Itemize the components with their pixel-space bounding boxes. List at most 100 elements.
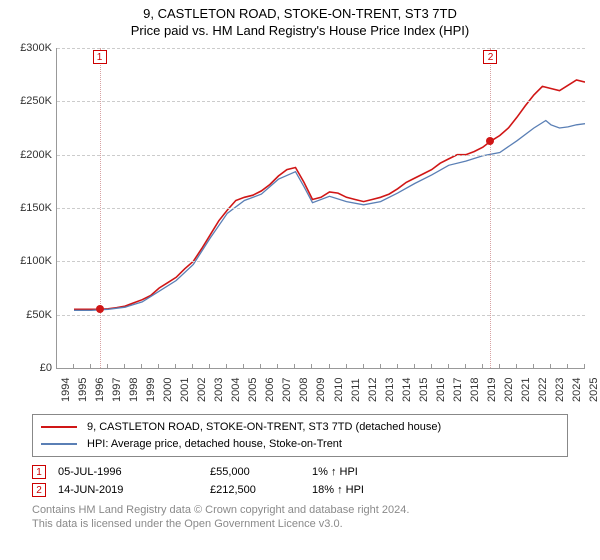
x-tick: [107, 364, 108, 368]
sale-price: £55,000: [210, 466, 300, 478]
x-tick: [311, 364, 312, 368]
figure-root: 9, CASTLETON ROAD, STOKE-ON-TRENT, ST3 7…: [0, 0, 600, 560]
x-tick: [243, 364, 244, 368]
x-axis-label: 2003: [213, 378, 225, 402]
x-axis-label: 2011: [350, 378, 362, 402]
title-address: 9, CASTLETON ROAD, STOKE-ON-TRENT, ST3 7…: [0, 6, 600, 23]
x-axis-label: 2012: [367, 378, 379, 402]
y-gridline: [57, 315, 585, 316]
sale-marker-box: 1: [32, 465, 46, 479]
x-axis-label: 2004: [230, 378, 242, 402]
legend-box: 9, CASTLETON ROAD, STOKE-ON-TRENT, ST3 7…: [32, 414, 568, 457]
y-gridline: [57, 261, 585, 262]
x-axis-label: 1994: [60, 378, 72, 402]
x-axis-label: 1997: [111, 378, 123, 402]
x-axis-label: 2002: [196, 378, 208, 402]
x-tick: [499, 364, 500, 368]
x-axis-label: 2015: [418, 378, 430, 402]
x-tick: [533, 364, 534, 368]
x-tick: [192, 364, 193, 368]
sale-marker-box: 1: [93, 50, 107, 64]
x-tick: [414, 364, 415, 368]
y-axis-label: £200K: [8, 149, 52, 161]
x-tick: [448, 364, 449, 368]
x-tick: [158, 364, 159, 368]
sale-date: 14-JUN-2019: [58, 484, 198, 496]
x-tick: [465, 364, 466, 368]
legend-row-price-paid: 9, CASTLETON ROAD, STOKE-ON-TRENT, ST3 7…: [41, 419, 559, 436]
sale-marker-dot: [96, 305, 104, 313]
x-axis-label: 2019: [486, 378, 498, 402]
x-axis-label: 2014: [401, 378, 413, 402]
x-axis-label: 2024: [571, 378, 583, 402]
x-tick: [294, 364, 295, 368]
y-axis-label: £100K: [8, 255, 52, 267]
sale-pct: 18% ↑ HPI: [312, 484, 432, 496]
series-price_paid: [74, 80, 585, 309]
sale-vline: [490, 48, 491, 368]
x-tick: [209, 364, 210, 368]
sale-marker-box: 2: [32, 483, 46, 497]
x-tick: [73, 364, 74, 368]
legend-row-hpi: HPI: Average price, detached house, Stok…: [41, 436, 559, 453]
footer-note: Contains HM Land Registry data © Crown c…: [32, 503, 568, 532]
x-axis-label: 2001: [179, 378, 191, 402]
x-axis-label: 1998: [128, 378, 140, 402]
x-tick: [175, 364, 176, 368]
chart-area: 12 £0£50K£100K£150K£200K£250K£300K199419…: [8, 44, 592, 404]
x-axis-label: 2025: [588, 378, 600, 402]
x-tick: [482, 364, 483, 368]
x-tick: [584, 364, 585, 368]
x-tick: [567, 364, 568, 368]
x-tick: [124, 364, 125, 368]
x-tick: [329, 364, 330, 368]
x-axis-label: 2010: [333, 378, 345, 402]
legend-swatch-hpi: [41, 443, 77, 445]
sale-marker-box: 2: [483, 50, 497, 64]
sale-vline: [100, 48, 101, 368]
footer-line-2: This data is licensed under the Open Gov…: [32, 517, 568, 531]
x-tick: [260, 364, 261, 368]
x-axis-label: 2000: [162, 378, 174, 402]
x-axis-label: 1995: [77, 378, 89, 402]
title-subtitle: Price paid vs. HM Land Registry's House …: [0, 23, 600, 40]
table-row: 2 14-JUN-2019 £212,500 18% ↑ HPI: [32, 483, 568, 497]
x-tick: [277, 364, 278, 368]
y-axis-label: £50K: [8, 309, 52, 321]
x-axis-label: 2008: [298, 378, 310, 402]
x-tick: [90, 364, 91, 368]
x-axis-label: 1996: [94, 378, 106, 402]
x-axis-label: 2009: [315, 378, 327, 402]
x-axis-label: 2020: [503, 378, 515, 402]
y-axis-label: £300K: [8, 42, 52, 54]
y-axis-label: £0: [8, 362, 52, 374]
y-gridline: [57, 48, 585, 49]
x-axis-label: 2018: [469, 378, 481, 402]
y-gridline: [57, 208, 585, 209]
footer-line-1: Contains HM Land Registry data © Crown c…: [32, 503, 568, 517]
x-tick: [516, 364, 517, 368]
x-tick: [141, 364, 142, 368]
y-axis-label: £150K: [8, 202, 52, 214]
x-tick: [346, 364, 347, 368]
plot-area: 12: [56, 48, 585, 369]
sale-date: 05-JUL-1996: [58, 466, 198, 478]
x-axis-label: 2017: [452, 378, 464, 402]
x-tick: [56, 364, 57, 368]
y-gridline: [57, 155, 585, 156]
title-block: 9, CASTLETON ROAD, STOKE-ON-TRENT, ST3 7…: [0, 0, 600, 40]
table-row: 1 05-JUL-1996 £55,000 1% ↑ HPI: [32, 465, 568, 479]
legend-label-hpi: HPI: Average price, detached house, Stok…: [87, 436, 342, 453]
x-axis-label: 2021: [520, 378, 532, 402]
x-tick: [397, 364, 398, 368]
x-axis-label: 2007: [281, 378, 293, 402]
x-tick: [431, 364, 432, 368]
sale-price: £212,500: [210, 484, 300, 496]
x-tick: [380, 364, 381, 368]
x-axis-label: 1999: [145, 378, 157, 402]
x-tick: [550, 364, 551, 368]
sale-pct: 1% ↑ HPI: [312, 466, 432, 478]
x-tick: [363, 364, 364, 368]
x-axis-label: 2013: [384, 378, 396, 402]
x-axis-label: 2023: [554, 378, 566, 402]
